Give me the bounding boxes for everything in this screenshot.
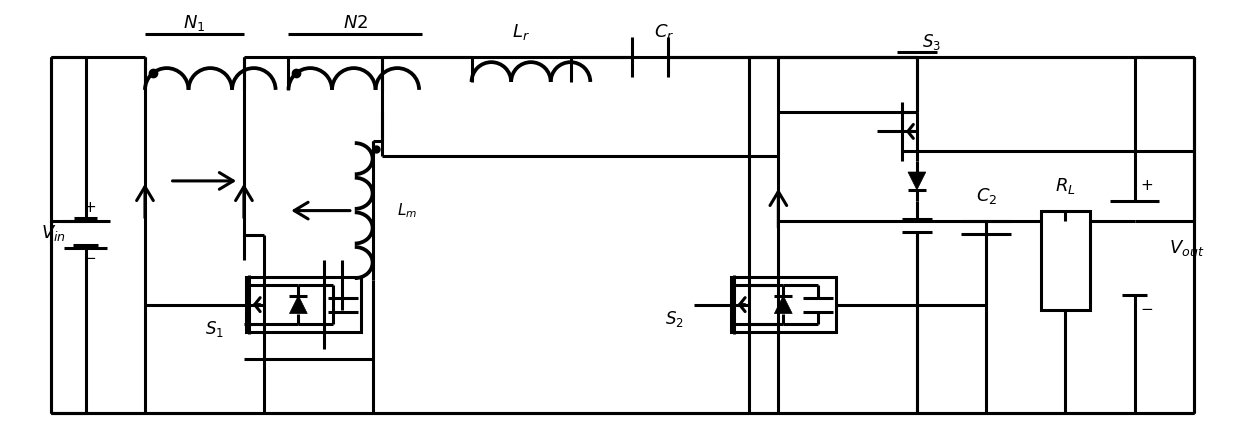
Bar (730, 277, 836, 333)
Text: $L_m$: $L_m$ (397, 201, 418, 220)
Text: +: + (1140, 178, 1153, 193)
Text: $C_r$: $C_r$ (655, 22, 675, 42)
Text: $L_r$: $L_r$ (512, 22, 529, 42)
Polygon shape (289, 296, 308, 314)
Bar (246, 277, 361, 333)
Text: $V_{in}$: $V_{in}$ (41, 223, 66, 243)
Text: $C_2$: $C_2$ (976, 186, 997, 206)
Text: −: − (1140, 302, 1153, 317)
Text: $N_1$: $N_1$ (184, 13, 206, 33)
Polygon shape (908, 172, 926, 190)
Text: $S_2$: $S_2$ (665, 310, 683, 329)
Text: $R_L$: $R_L$ (1055, 176, 1076, 196)
Text: $V_{out}$: $V_{out}$ (1169, 238, 1204, 258)
Bar (1040, 211, 1090, 310)
Text: $N2$: $N2$ (342, 14, 368, 32)
Text: $S_3$: $S_3$ (921, 32, 941, 52)
Text: −: − (83, 250, 95, 265)
Text: +: + (83, 200, 95, 215)
Text: $S_1$: $S_1$ (205, 319, 223, 340)
Polygon shape (775, 296, 792, 314)
